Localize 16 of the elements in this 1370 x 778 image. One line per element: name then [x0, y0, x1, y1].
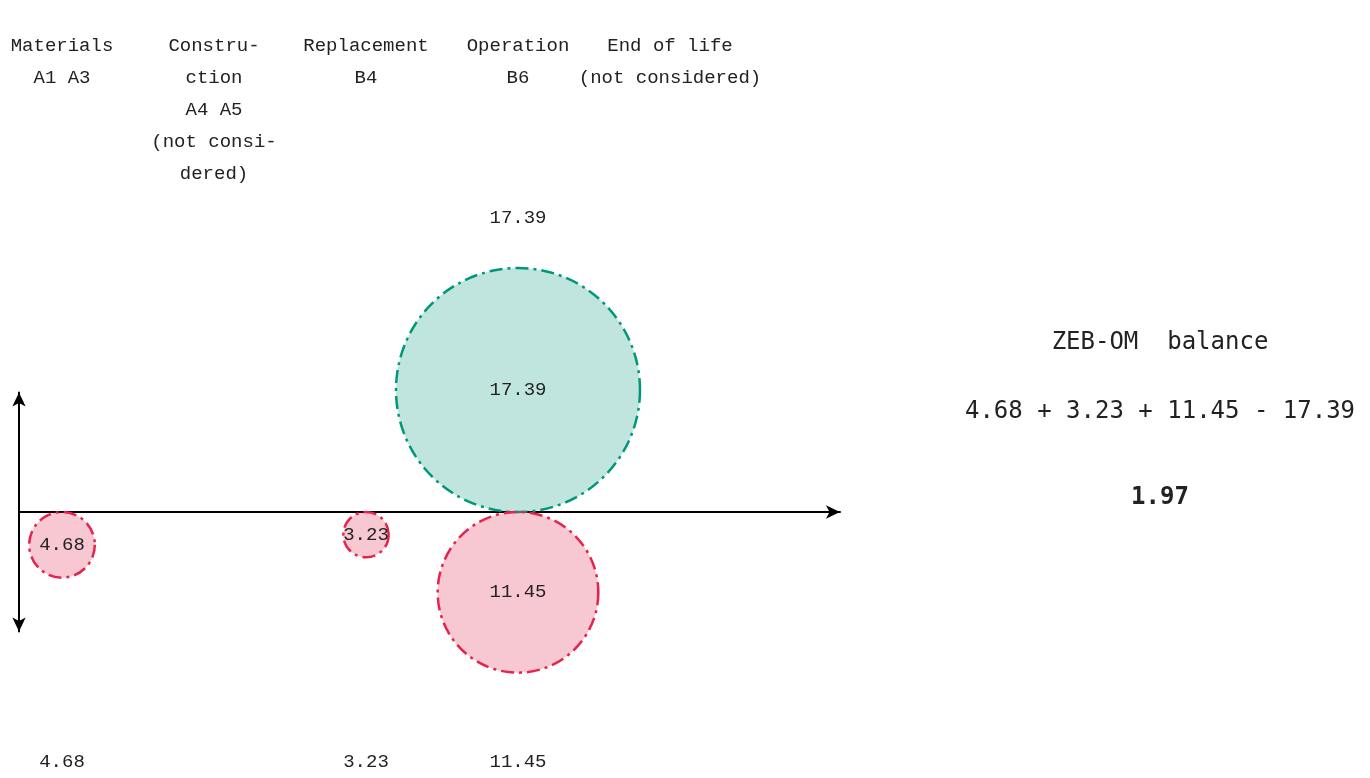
text: 4.68 + 3.23 + 11.45 - 17.39 — [964, 396, 1356, 424]
data-label: 17.39 — [489, 207, 547, 229]
text: ZEB-OM balance — [1051, 327, 1269, 355]
text: 11.45 — [489, 751, 547, 773]
data-label: 4.68 — [39, 533, 85, 556]
data-label: 3.23 — [343, 523, 389, 546]
category-label: End of life (not considered) — [578, 35, 762, 89]
category-label: Materials A1 A3 — [10, 35, 114, 89]
category-label: Constru- ction A4 A5 (not consi- dered) — [151, 35, 277, 185]
data-label: 11.45 — [489, 581, 547, 604]
text: 17.39 — [489, 379, 547, 401]
category-label: Replacement B4 — [303, 35, 429, 89]
text: 4.68 — [39, 751, 85, 773]
text: 1.97 — [1131, 482, 1189, 510]
text: 3.23 — [343, 751, 389, 773]
category-label: Operation B6 — [466, 35, 570, 89]
